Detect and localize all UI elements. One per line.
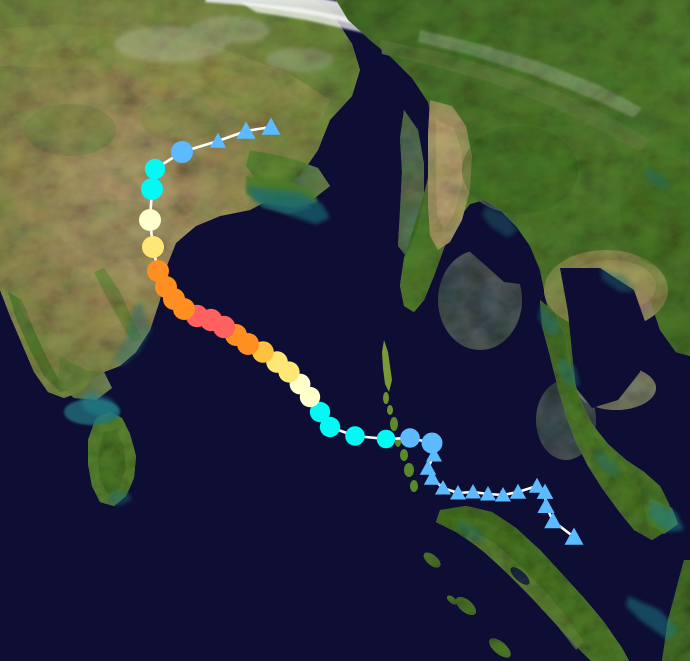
track-point-circle-tropical-depression [171,141,193,163]
landmass-sumatra [423,506,630,661]
cloud-haze [114,16,334,72]
track-point-triangle-tropical-depression [465,484,481,499]
track-point-circle-tropical-storm [141,178,163,200]
track-point-circle-tropical-depression [421,432,443,454]
track-point-triangle-tropical-depression [537,497,555,514]
track-point-circle-tropical-storm [144,158,166,180]
track-point-circle-tropical-storm [376,429,396,449]
track-point-circle-category-2 [142,236,164,258]
track-point-triangle-tropical-depression [261,117,281,135]
track-point-triangle-tropical-depression [236,121,256,139]
track-point-markers [139,117,584,545]
gulf-of-martaban [466,236,520,284]
track-point-triangle-tropical-depression [564,527,584,545]
track-point-triangle-tropical-depression [435,480,451,495]
track-point-triangle-tropical-depression [544,512,562,529]
track-point-triangle-tropical-depression [480,486,496,501]
track-point-triangle-tropical-depression [426,447,442,462]
track-point-triangle-tropical-depression [209,132,227,148]
track-point-circle-tropical-storm [345,426,365,446]
track-point-triangle-tropical-depression [528,477,546,493]
gulf-of-thailand [560,268,648,408]
track-point-triangle-tropical-depression [423,469,441,485]
track-point-triangle-tropical-depression [419,459,437,475]
track-point-triangle-tropical-depression [536,483,554,499]
track-point-triangle-tropical-depression [450,485,466,500]
track-point-circle-tropical-depression [400,428,420,448]
track-path-line [148,125,576,539]
track-point-triangle-tropical-depression [509,483,527,499]
track-point-circle-tropical-storm [319,416,341,438]
track-point-triangle-tropical-depression [495,487,511,502]
track-point-circle-category-4 [147,260,169,282]
coastal-shelf [80,166,684,640]
track-point-circle-tropical-storm [309,401,331,423]
landmass-sri-lanka [88,412,136,506]
track-point-circle-category-1 [139,209,161,231]
